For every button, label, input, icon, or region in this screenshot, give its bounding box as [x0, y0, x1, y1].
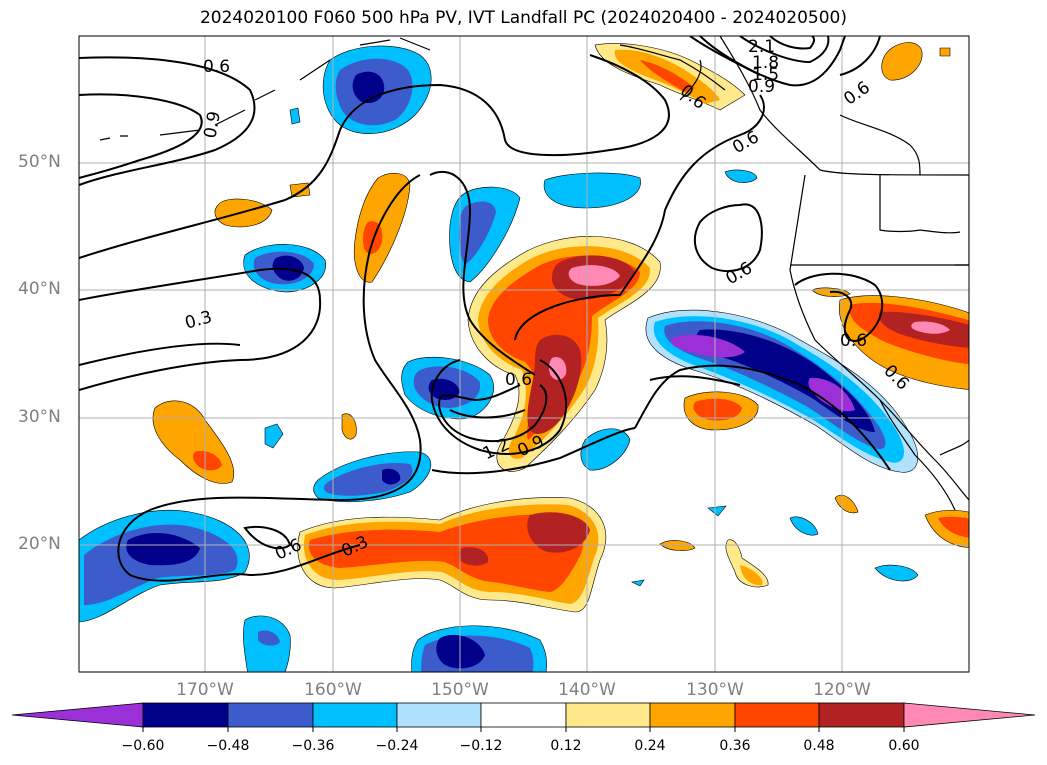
- lon-label-120w: 120°W: [813, 680, 871, 700]
- colorbar-tick: −0.60: [121, 738, 165, 754]
- colorbar-extend-high: [903, 702, 1036, 728]
- map-border: [78, 35, 970, 673]
- contour-label: 2.1: [748, 37, 775, 57]
- lat-label-40n: 40°N: [18, 279, 61, 299]
- contour-label: 0.6: [203, 57, 230, 77]
- colorbar-extend-low: [11, 702, 144, 728]
- colorbar-tick: 0.60: [888, 738, 920, 754]
- lon-label-160w: 160°W: [304, 680, 362, 700]
- contour-label: 0.6: [505, 370, 532, 390]
- lat-label-30n: 30°N: [18, 407, 61, 427]
- lon-label-130w: 130°W: [686, 680, 744, 700]
- positive-anomaly-subtropical: [297, 497, 607, 613]
- map-title: 2024020100 F060 500 hPa PV, IVT Landfall…: [199, 8, 847, 28]
- colorbar-tick: −0.12: [459, 738, 503, 754]
- colorbar-tick: −0.48: [206, 738, 250, 754]
- lat-label-50n: 50°N: [18, 152, 61, 172]
- contour-label: 0.6: [840, 331, 867, 351]
- colorbar-tick: 0.36: [719, 738, 751, 754]
- negative-anomaly-california: [645, 309, 919, 473]
- colorbar-tick: −0.24: [375, 738, 419, 754]
- graticule: [79, 36, 969, 672]
- colorbar-tick: 0.48: [803, 738, 835, 754]
- colorbar-tick: 0.12: [550, 738, 582, 754]
- contour-label: 1.5: [752, 65, 779, 85]
- ivt-contours: [79, 36, 891, 582]
- contour-label: 0.9: [748, 77, 775, 97]
- map-panel: 0.6 0.9 0.3 0.6 0.6 0.6 0.9 1.2 0.6 0.3 …: [79, 36, 969, 672]
- lat-label-20n: 20°N: [18, 534, 61, 554]
- contour-label: 1.8: [752, 53, 779, 73]
- lon-label-140w: 140°W: [558, 680, 616, 700]
- contour-label: 0.9: [200, 110, 224, 140]
- coastlines: [99, 36, 969, 511]
- colorbar-tick: 0.24: [634, 738, 666, 754]
- lon-label-150w: 150°W: [431, 680, 489, 700]
- lon-label-170w: 170°W: [176, 680, 234, 700]
- colorbar-tick: −0.36: [291, 738, 335, 754]
- colorbar: [11, 702, 1036, 732]
